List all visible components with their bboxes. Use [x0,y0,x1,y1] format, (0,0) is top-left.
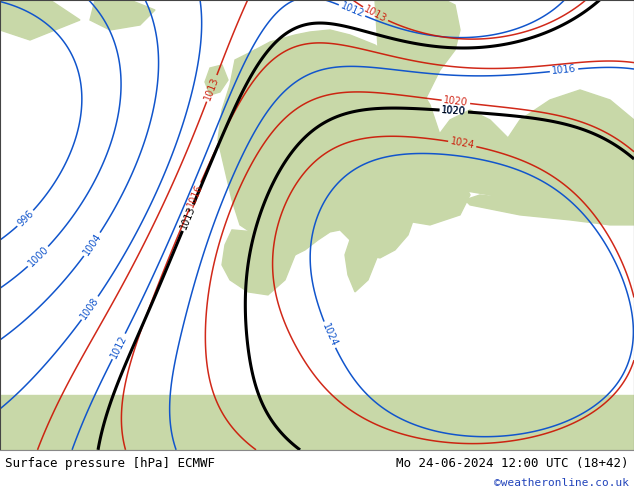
Text: 1008: 1008 [79,295,101,321]
Text: 1020: 1020 [441,105,467,117]
Polygon shape [390,165,470,225]
Polygon shape [0,395,634,450]
Text: ©weatheronline.co.uk: ©weatheronline.co.uk [494,478,629,488]
Text: Mo 24-06-2024 12:00 UTC (18+42): Mo 24-06-2024 12:00 UTC (18+42) [396,457,629,470]
Text: 1000: 1000 [26,245,51,269]
Polygon shape [465,190,634,225]
Text: 1012: 1012 [109,333,129,360]
Text: 1016: 1016 [186,182,205,209]
Polygon shape [218,30,440,258]
Polygon shape [345,230,378,292]
Text: 1013: 1013 [179,204,197,231]
Polygon shape [375,0,460,200]
Polygon shape [90,0,155,30]
Text: 1024: 1024 [450,137,476,151]
Polygon shape [205,65,228,95]
Text: 1020: 1020 [443,96,469,108]
Polygon shape [490,90,634,215]
Text: 1013: 1013 [203,75,221,101]
Polygon shape [225,50,265,120]
Text: 1024: 1024 [320,321,339,348]
Text: 996: 996 [15,208,36,228]
Text: 1020: 1020 [441,105,467,117]
Polygon shape [222,230,295,295]
Text: 1012: 1012 [339,1,365,20]
Polygon shape [430,110,510,195]
Text: 1016: 1016 [552,64,577,76]
Text: 1013: 1013 [362,4,389,24]
Polygon shape [0,0,80,40]
Text: Surface pressure [hPa] ECMWF: Surface pressure [hPa] ECMWF [5,457,215,470]
Text: 1004: 1004 [81,231,103,257]
